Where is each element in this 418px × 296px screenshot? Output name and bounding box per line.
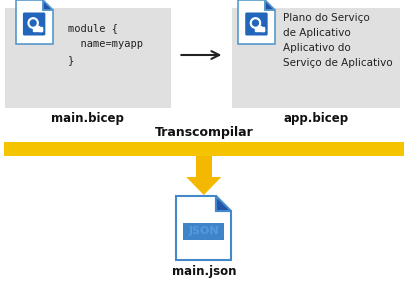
Polygon shape	[176, 196, 231, 260]
Bar	[232, 8, 400, 108]
Bar	[36, 26, 39, 28]
Bar	[33, 27, 42, 30]
Text: Transcompilar: Transcompilar	[154, 126, 253, 139]
Polygon shape	[217, 196, 231, 211]
Text: module {: module {	[68, 23, 118, 33]
Bar	[255, 27, 264, 30]
Text: main.json: main.json	[171, 266, 236, 279]
Text: Aplicativo do: Aplicativo do	[283, 43, 351, 53]
Text: de Aplicativo: de Aplicativo	[283, 28, 351, 38]
Text: JSON: JSON	[189, 226, 219, 236]
Text: }: }	[68, 55, 74, 65]
Text: Plano do Serviço: Plano do Serviço	[283, 13, 370, 23]
Text: Serviço de Aplicativo: Serviço de Aplicativo	[283, 58, 393, 68]
Bar	[262, 28, 264, 30]
Polygon shape	[43, 0, 53, 10]
Bar	[4, 142, 404, 156]
Text: name=myapp: name=myapp	[68, 39, 143, 49]
Polygon shape	[15, 0, 53, 44]
Circle shape	[28, 18, 38, 28]
Bar	[259, 26, 261, 28]
Bar	[196, 156, 212, 177]
Polygon shape	[186, 177, 222, 195]
Circle shape	[252, 20, 258, 26]
Polygon shape	[265, 0, 275, 10]
Polygon shape	[238, 0, 275, 44]
Text: main.bicep: main.bicep	[51, 112, 124, 125]
FancyBboxPatch shape	[23, 12, 45, 36]
Text: app.bicep: app.bicep	[283, 112, 349, 125]
Circle shape	[30, 20, 36, 26]
Bar	[39, 28, 42, 30]
Bar	[5, 8, 171, 108]
Bar	[184, 223, 224, 239]
FancyBboxPatch shape	[245, 12, 268, 36]
Circle shape	[250, 18, 260, 28]
